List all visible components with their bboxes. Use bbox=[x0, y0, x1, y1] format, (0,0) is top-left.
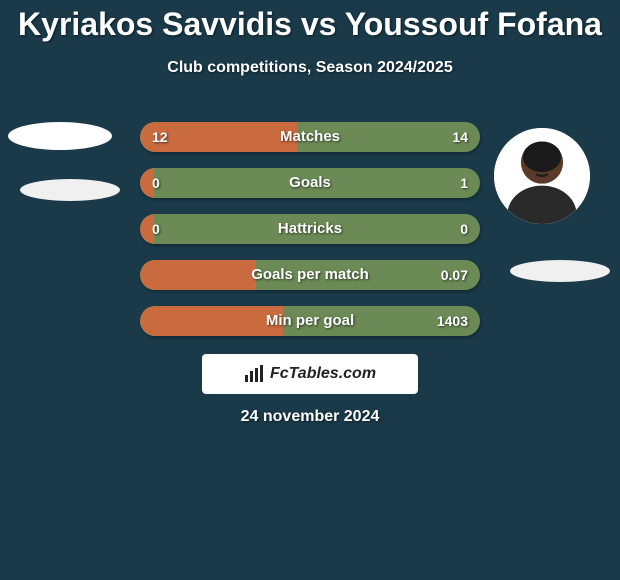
stat-value-right: 0 bbox=[460, 214, 468, 244]
player-right-avatar-shape-2 bbox=[510, 260, 610, 282]
fctables-logo[interactable]: FcTables.com bbox=[202, 354, 418, 394]
stat-row: 0Hattricks0 bbox=[140, 214, 480, 244]
stat-value-right: 1403 bbox=[437, 306, 468, 336]
stat-label: Goals per match bbox=[140, 260, 480, 290]
player-right-avatar bbox=[494, 128, 590, 224]
stat-value-right: 1 bbox=[460, 168, 468, 198]
player-left-avatar-shape-1 bbox=[8, 122, 112, 150]
comparison-subtitle: Club competitions, Season 2024/2025 bbox=[0, 59, 620, 77]
stat-value-right: 14 bbox=[452, 122, 468, 152]
stats-container: 12Matches140Goals10Hattricks0Goals per m… bbox=[140, 122, 480, 352]
snapshot-date: 24 november 2024 bbox=[0, 408, 620, 426]
stat-label: Matches bbox=[140, 122, 480, 152]
logo-text: FcTables.com bbox=[270, 365, 376, 383]
stat-value-right: 0.07 bbox=[441, 260, 468, 290]
bars-icon bbox=[244, 365, 266, 383]
person-icon bbox=[494, 128, 590, 224]
stat-label: Goals bbox=[140, 168, 480, 198]
stat-label: Min per goal bbox=[140, 306, 480, 336]
player-left-avatar-shape-2 bbox=[20, 179, 120, 201]
stat-row: 12Matches14 bbox=[140, 122, 480, 152]
stat-row: Goals per match0.07 bbox=[140, 260, 480, 290]
comparison-title: Kyriakos Savvidis vs Youssouf Fofana bbox=[0, 0, 620, 43]
stat-row: 0Goals1 bbox=[140, 168, 480, 198]
stat-row: Min per goal1403 bbox=[140, 306, 480, 336]
stat-label: Hattricks bbox=[140, 214, 480, 244]
